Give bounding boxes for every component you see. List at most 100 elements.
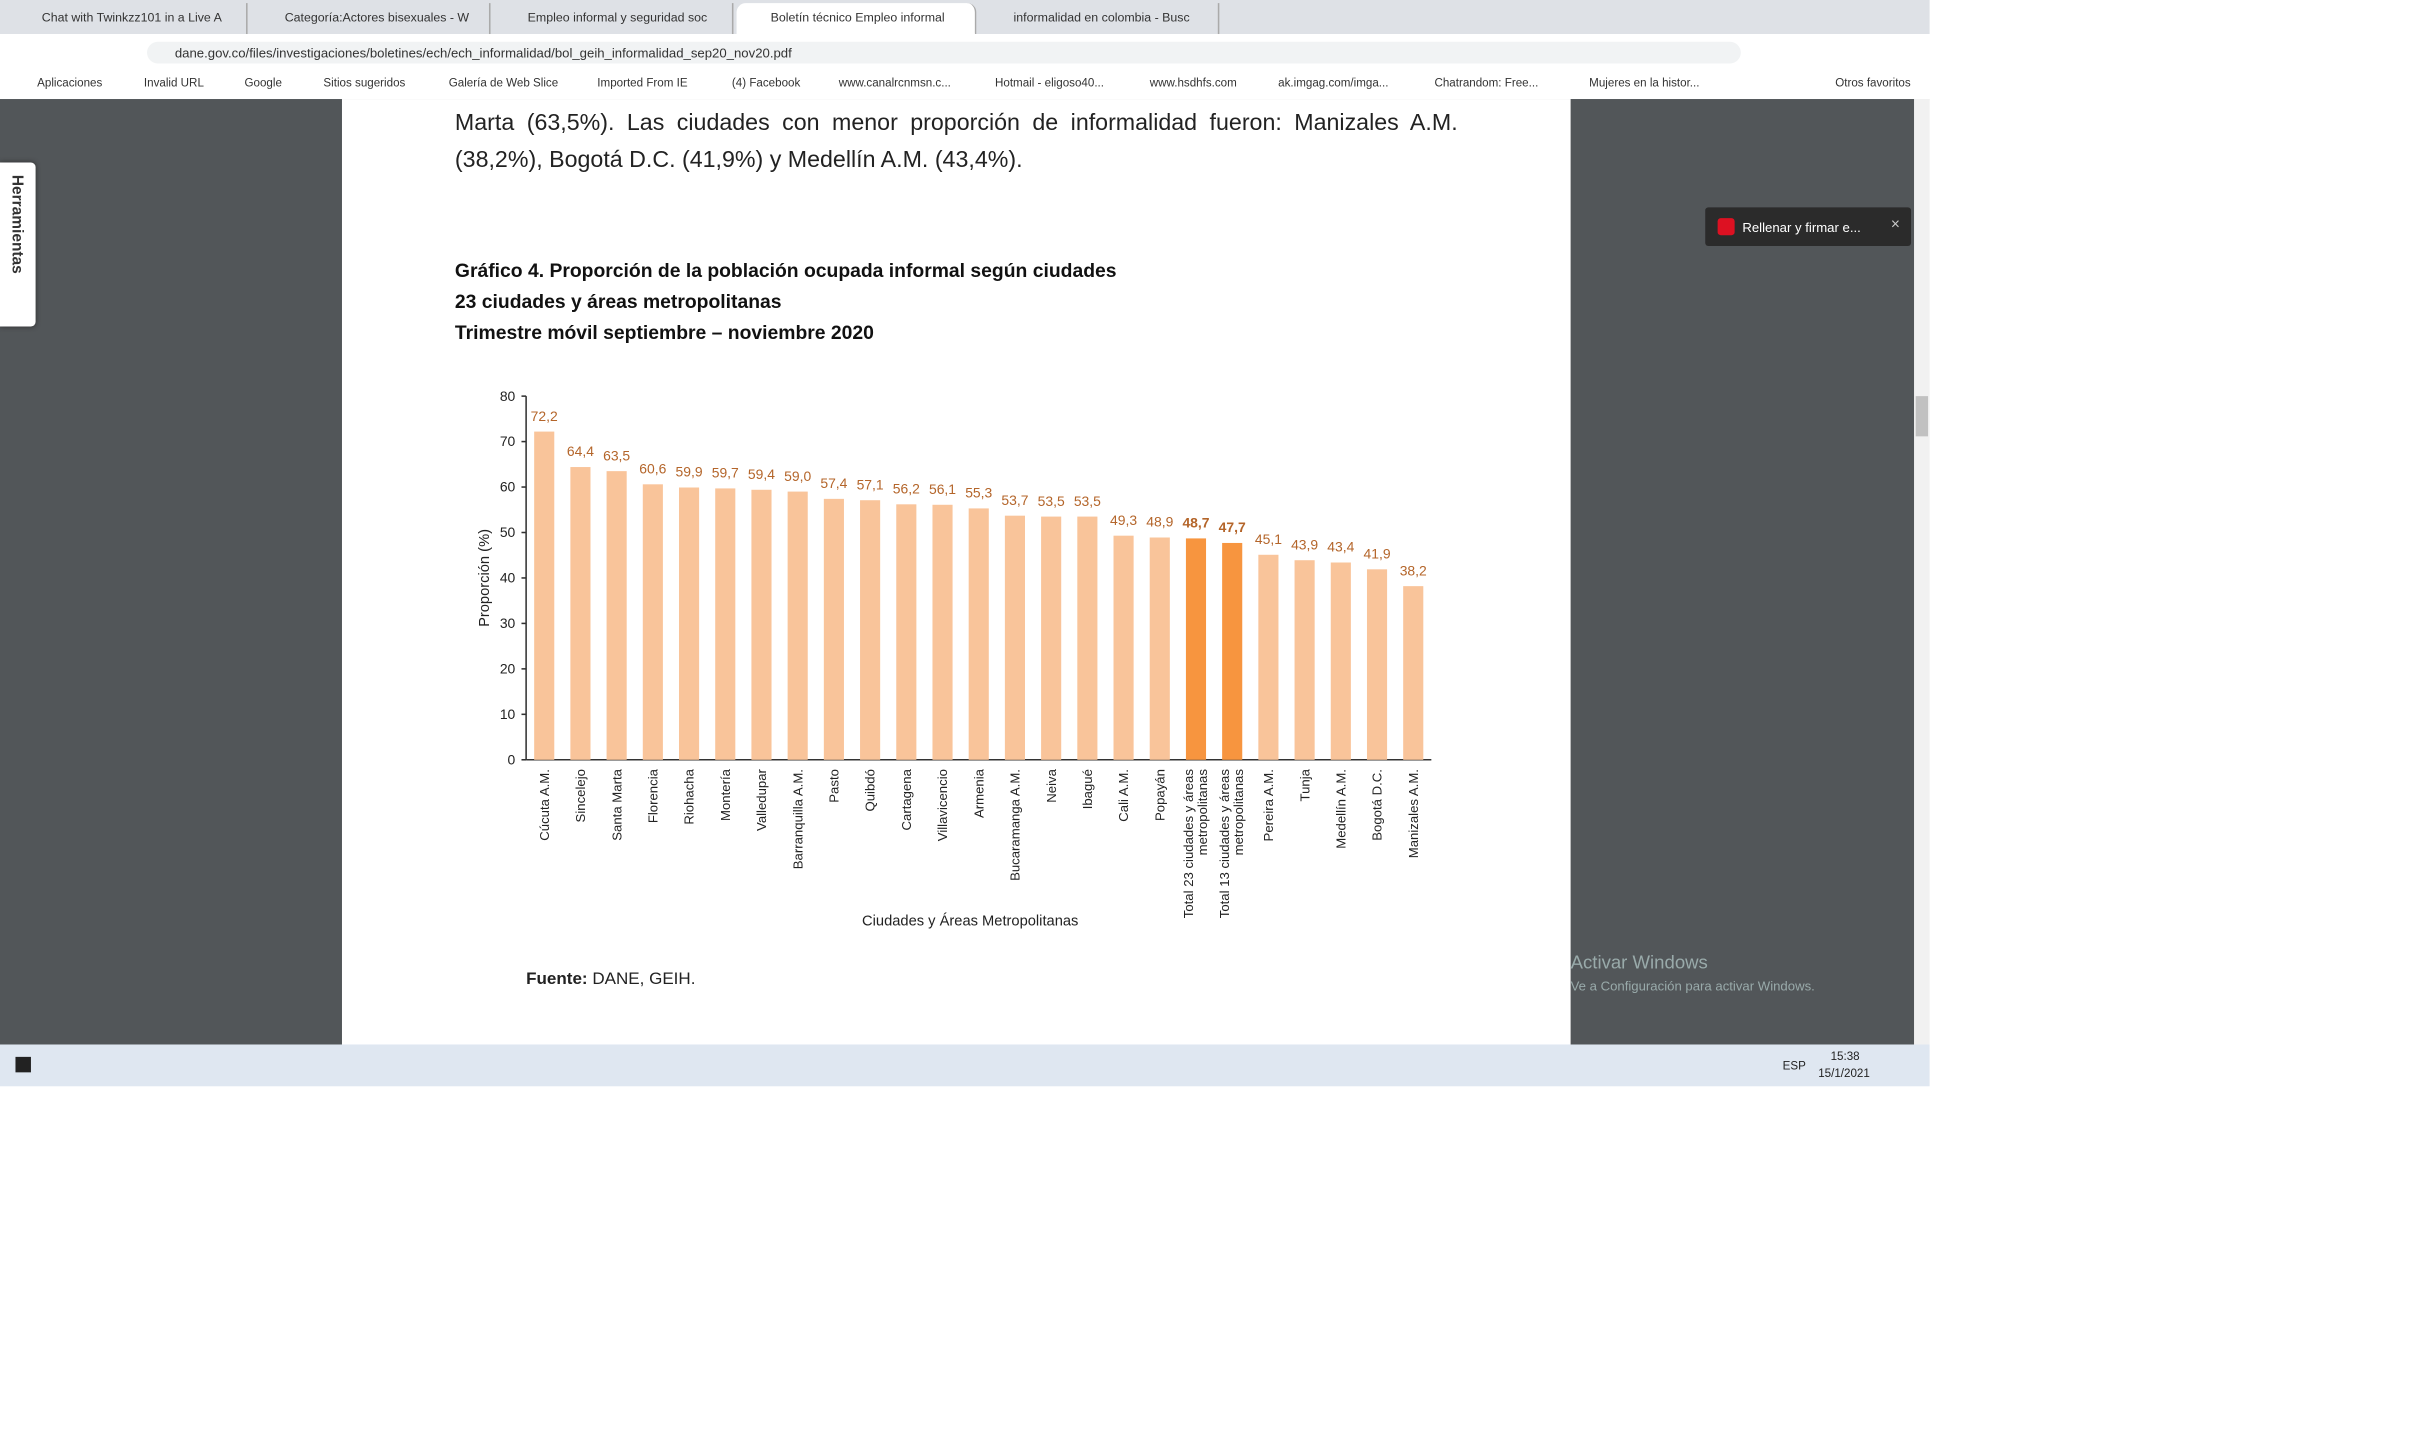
x-tick-label: Armenia bbox=[970, 769, 986, 819]
x-tick-label: Cúcuta A.M. bbox=[535, 769, 552, 841]
tab[interactable]: Chat with Twinkzz101 in a Live A bbox=[8, 3, 248, 35]
value-label: 53,7 bbox=[1001, 492, 1028, 508]
bookmark[interactable]: Invalid URL bbox=[143, 75, 204, 90]
bookmark[interactable]: Aplicaciones bbox=[37, 75, 103, 90]
bar bbox=[1149, 537, 1170, 760]
bar bbox=[968, 508, 989, 760]
y-tick-label: 80 bbox=[500, 388, 516, 404]
y-tick-label: 40 bbox=[500, 570, 516, 586]
x-tick-label: Manizales A.M. bbox=[1404, 769, 1421, 859]
x-tick-label: Barranquilla A.M. bbox=[789, 769, 805, 870]
tab-bar: Chat with Twinkzz101 in a Live A Categorí… bbox=[0, 0, 1930, 35]
bookmark[interactable]: Sitios sugeridos bbox=[323, 75, 406, 90]
value-label: 64,4 bbox=[567, 443, 594, 459]
bookmark[interactable]: Mujeres en la histor... bbox=[1589, 75, 1700, 90]
value-label: 60,6 bbox=[639, 460, 666, 476]
bookmark[interactable]: Google bbox=[244, 75, 282, 90]
popup-close[interactable]: × bbox=[1890, 216, 1900, 234]
tab[interactable]: Empleo informal y seguridad soc bbox=[494, 3, 734, 35]
bookmark[interactable]: www.hsdhfs.com bbox=[1149, 75, 1237, 90]
x-tick-label: Medellín A.M. bbox=[1332, 769, 1348, 849]
x-tick-label: Cartagena bbox=[897, 769, 914, 831]
x-tick-label: Popayán bbox=[1151, 769, 1167, 821]
paragraph-line: Marta (63,5%). Las ciudades con menor pr… bbox=[454, 109, 1458, 137]
x-tick-label: Santa Marta bbox=[608, 769, 624, 841]
bookmark[interactable]: Hotmail - eligoso40... bbox=[994, 75, 1104, 90]
bookmark[interactable]: (4) Facebook bbox=[731, 75, 801, 90]
clock-time[interactable]: 15:38 bbox=[1830, 1049, 1860, 1064]
value-label: 48,7 bbox=[1182, 515, 1209, 531]
value-label: 59,4 bbox=[748, 466, 775, 482]
x-tick-label: Quibdó bbox=[861, 769, 878, 812]
x-axis-label: Ciudades y Áreas Metropolitanas bbox=[862, 912, 1078, 929]
bar bbox=[787, 491, 808, 760]
bar bbox=[642, 484, 663, 760]
x-tick-label: Pasto bbox=[825, 769, 841, 803]
bookmark[interactable]: ak.imgag.com/imga... bbox=[1278, 75, 1389, 90]
bar bbox=[896, 504, 917, 760]
taskbar: ESP 15:38 15/1/2021 bbox=[0, 1044, 1930, 1087]
bar bbox=[751, 489, 772, 760]
popup[interactable]: Rellenar y firmar e... × bbox=[1705, 207, 1912, 247]
value-label: 38,2 bbox=[1400, 562, 1427, 578]
tab[interactable]: informalidad en colombia - Busc bbox=[980, 3, 1220, 35]
scrollbar[interactable] bbox=[1914, 99, 1930, 1045]
bar bbox=[570, 467, 591, 760]
bar bbox=[1077, 516, 1098, 760]
bar bbox=[715, 488, 736, 760]
x-tick-label: Florencia bbox=[644, 769, 660, 824]
y-tick-label: 10 bbox=[500, 706, 516, 722]
value-label: 59,0 bbox=[784, 468, 811, 484]
x-tick-label: Ibagué bbox=[1078, 769, 1095, 810]
x-tick-label: Total 23 ciudades y áreas metropolitanas bbox=[1180, 769, 1210, 919]
y-tick-label: 70 bbox=[500, 433, 516, 449]
bar bbox=[1004, 515, 1025, 760]
bar bbox=[1330, 562, 1351, 760]
clock-date[interactable]: 15/1/2021 bbox=[1818, 1066, 1870, 1081]
value-label: 49,3 bbox=[1110, 512, 1137, 528]
paragraph-line: (38,2%), Bogotá D.C. (41,9%) y Medellín … bbox=[454, 147, 1023, 174]
y-tick-label: 50 bbox=[500, 524, 516, 540]
value-label: 56,1 bbox=[929, 481, 956, 497]
other-bookmarks[interactable]: Otros favoritos bbox=[1835, 75, 1911, 90]
x-tick-label: Bucaramanga A.M. bbox=[1006, 769, 1022, 881]
language[interactable]: ESP bbox=[1782, 1058, 1806, 1073]
bar bbox=[860, 500, 881, 760]
bar bbox=[823, 498, 844, 760]
popup-text: Rellenar y firmar e... bbox=[1742, 219, 1861, 236]
tools-label: Herramientas bbox=[7, 174, 25, 274]
bar bbox=[1041, 516, 1062, 760]
value-label: 43,4 bbox=[1327, 539, 1354, 555]
bookmark[interactable]: www.canalrcnmsn.c... bbox=[838, 75, 951, 90]
chart: Gráfico 4. Proporción de la población oc… bbox=[455, 260, 1432, 929]
x-tick-label: Villavicencio bbox=[934, 769, 950, 842]
bar bbox=[534, 431, 555, 760]
value-label: 48,9 bbox=[1146, 514, 1173, 530]
bookmark[interactable]: Chatrandom: Free... bbox=[1434, 75, 1539, 90]
address-bar[interactable]: dane.gov.co/files/investigaciones/boleti… bbox=[147, 41, 1741, 64]
start-button[interactable] bbox=[15, 1056, 31, 1073]
watermark-text: Ve a Configuración para activar Windows. bbox=[1570, 977, 1815, 994]
value-label: 63,5 bbox=[603, 447, 630, 463]
value-label: 59,9 bbox=[676, 464, 703, 480]
value-label: 57,4 bbox=[820, 475, 847, 491]
tab[interactable]: Categoría:Actores bisexuales - W bbox=[251, 3, 491, 35]
bar bbox=[1366, 569, 1388, 760]
value-label: 59,7 bbox=[712, 465, 739, 481]
bookmark[interactable]: Galería de Web Slice bbox=[448, 75, 559, 90]
bookmark[interactable]: Imported From IE bbox=[597, 75, 688, 90]
y-axis-label: Proporción (%) bbox=[477, 529, 493, 627]
y-tick-label: 20 bbox=[500, 661, 516, 677]
chart-title: Gráfico 4. Proporción de la población oc… bbox=[455, 260, 1117, 282]
bar bbox=[1185, 538, 1207, 760]
tools-panel[interactable]: Herramientas bbox=[0, 162, 36, 327]
x-tick-label: Valledupar bbox=[752, 769, 769, 831]
x-tick-label: Sincelejo bbox=[571, 769, 588, 823]
y-tick-label: 60 bbox=[500, 479, 516, 495]
tab[interactable]: Boletín técnico Empleo informal bbox=[736, 3, 977, 35]
chart-title: Trimestre móvil septiembre – noviembre 2… bbox=[455, 322, 874, 344]
bar bbox=[932, 504, 953, 760]
y-tick-label: 0 bbox=[508, 751, 516, 767]
watermark-title: Activar Windows bbox=[1570, 951, 1708, 974]
